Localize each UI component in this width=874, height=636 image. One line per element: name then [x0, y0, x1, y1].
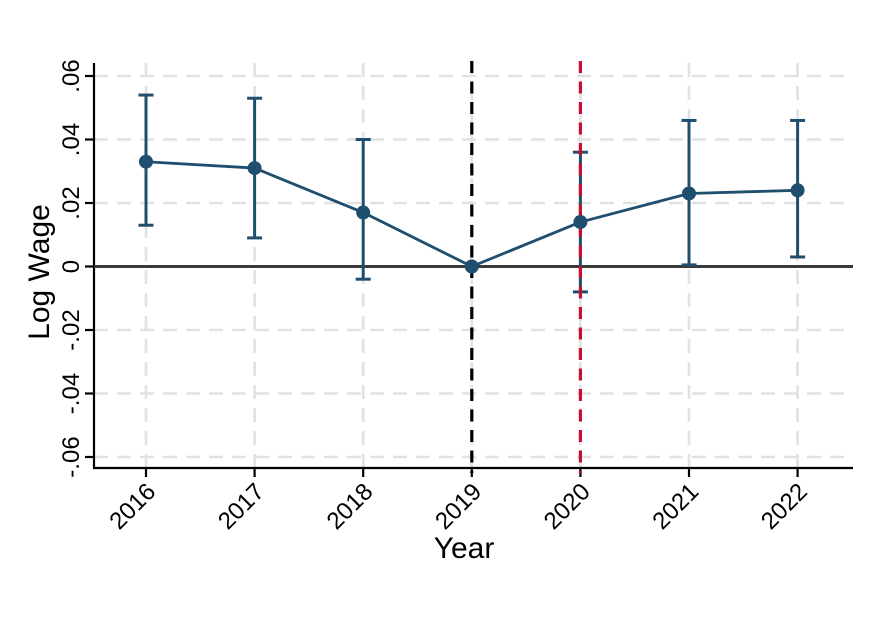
- data-point-2019: [464, 259, 479, 274]
- data-point-2018: [356, 205, 371, 220]
- chart-render-root: .06 .04 .02 0 -.02 -.04 -.06 2016 2017 2018 2019 20…: [58, 59, 853, 535]
- y-axis-title: Log Wage: [23, 204, 56, 340]
- y-tick-label-.06: .06: [58, 59, 85, 92]
- x-tick-label-2020: 2020: [539, 478, 596, 535]
- y-tick-label--.04: -.04: [58, 373, 85, 414]
- y-tick-label-.02: .02: [58, 186, 85, 219]
- data-point-2016: [139, 154, 153, 169]
- data-point-2020: [573, 215, 588, 230]
- x-tick-label-2017: 2017: [213, 478, 270, 535]
- x-tick-label-2016: 2016: [104, 478, 161, 535]
- x-tick-label-2018: 2018: [322, 478, 379, 535]
- y-tick-label-.04: .04: [58, 123, 85, 156]
- y-tick-label-0: 0: [58, 260, 85, 273]
- y-tick-label--.02: -.02: [58, 309, 85, 350]
- x-tick-label-2019: 2019: [430, 478, 487, 535]
- x-tick-label-2021: 2021: [647, 478, 704, 535]
- data-point-2021: [682, 186, 696, 201]
- x-tick-label-2022: 2022: [756, 478, 813, 535]
- data-point-2022: [790, 183, 805, 198]
- x-axis-title: Year: [434, 532, 495, 565]
- y-tick-label--.06: -.06: [58, 436, 85, 477]
- data-point-2017: [247, 161, 262, 176]
